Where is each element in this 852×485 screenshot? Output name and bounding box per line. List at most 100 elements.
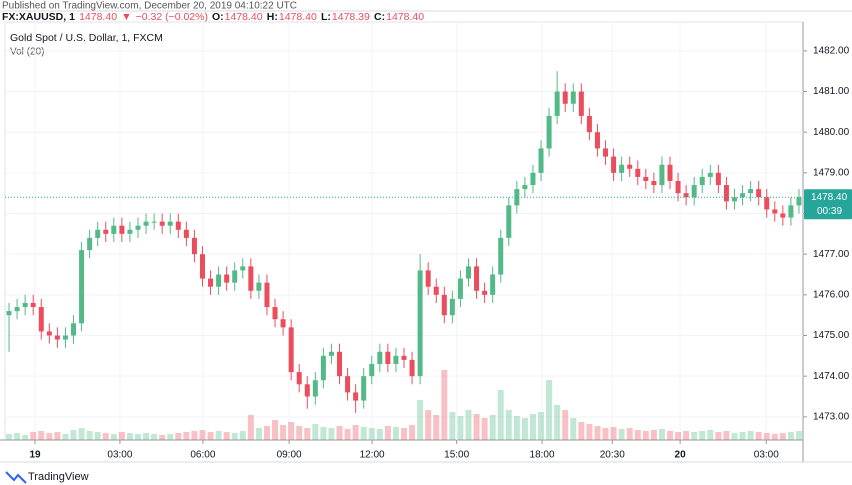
candle-body	[6, 311, 12, 316]
candle-body	[62, 335, 68, 340]
candle-body	[328, 351, 334, 356]
header-change: −0.32 (−0.02%)	[136, 11, 208, 23]
volume-bar	[207, 432, 214, 440]
candle-body	[691, 185, 697, 198]
x-tick-label: 03:00	[754, 450, 779, 461]
volume-bar	[747, 431, 754, 440]
volume-bar	[14, 433, 21, 440]
volume-bar	[513, 416, 520, 440]
candle-body	[788, 205, 794, 218]
x-tick-label: 20:30	[600, 450, 625, 461]
ohlc-label: C:	[374, 11, 385, 23]
candle-body	[465, 266, 471, 279]
candle-body	[393, 355, 399, 364]
candle-body	[199, 254, 205, 279]
volume-bar	[280, 425, 287, 440]
candle-body	[401, 355, 407, 360]
candle-body	[264, 282, 270, 308]
volume-bar	[175, 433, 182, 440]
volume-bar	[409, 425, 416, 440]
volume-bar	[78, 428, 85, 440]
candle-body	[482, 290, 488, 295]
candle-body	[385, 351, 391, 364]
candle-body	[530, 172, 536, 186]
volume-bar	[586, 424, 593, 440]
candle-body	[457, 278, 463, 299]
candle-body	[208, 278, 214, 287]
candle-body	[320, 355, 326, 381]
volume-bar	[215, 431, 222, 440]
candle-body	[506, 205, 512, 238]
volume-bar	[473, 414, 480, 440]
candle-body	[748, 189, 754, 194]
volume-bar	[143, 433, 150, 440]
volume-bar	[481, 418, 488, 440]
candle-body	[603, 148, 609, 157]
last-price-box	[804, 189, 852, 220]
volume-bar	[667, 431, 673, 440]
candle-body	[594, 132, 600, 149]
candle-body	[87, 237, 93, 251]
published-note: Published on TradingView.com, December 2…	[2, 1, 297, 12]
volume-bar	[344, 429, 351, 440]
volume-bar	[135, 434, 141, 440]
ohlc-value: 1478.40	[279, 11, 317, 23]
change-arrow: ▼	[121, 11, 131, 23]
candle-body	[780, 213, 786, 218]
logo-icon	[5, 471, 27, 484]
y-tick-label: 1474.00	[813, 371, 850, 382]
candle-body	[562, 91, 568, 104]
y-tick-label: 1473.00	[813, 411, 850, 422]
candle-body	[490, 274, 496, 295]
candle-body	[183, 229, 189, 238]
volume-bar	[54, 432, 61, 440]
volume-bar	[288, 422, 295, 440]
volume-bar	[22, 435, 29, 440]
x-tick-label: 15:00	[444, 450, 469, 461]
x-tick-label: 20	[675, 450, 687, 461]
volume-bar	[521, 418, 528, 440]
volume-label: Vol (20)	[10, 47, 44, 58]
countdown: 00:39	[817, 206, 842, 217]
candle-body	[723, 185, 729, 202]
candle-body	[296, 372, 302, 385]
candle-body	[143, 221, 149, 226]
volume-bar	[626, 428, 633, 440]
candle-body	[224, 274, 230, 283]
volume-bar	[272, 420, 279, 440]
candle-body	[409, 359, 415, 377]
candle-body	[675, 180, 681, 194]
volume-bar	[755, 432, 762, 440]
y-tick-label: 1475.00	[813, 330, 850, 341]
volume-bar	[118, 432, 125, 440]
volume-bar	[562, 410, 569, 440]
candle-body	[683, 193, 689, 198]
volume-bar	[151, 434, 158, 440]
candle-body	[796, 197, 802, 206]
volume-bar	[360, 427, 367, 440]
volume-bar	[449, 412, 456, 440]
candle-body	[514, 189, 520, 206]
volume-bar	[715, 432, 722, 440]
volume-bar	[433, 415, 440, 440]
volume-bar	[779, 433, 786, 440]
candle-body	[345, 376, 351, 393]
volume-bar	[602, 428, 609, 440]
candle-body	[54, 335, 60, 340]
candle-body	[538, 148, 544, 173]
candle-body	[248, 266, 254, 291]
volume-bar	[384, 426, 391, 440]
volume-bar	[392, 427, 399, 440]
volume-bar	[739, 432, 746, 440]
volume-bar	[247, 415, 254, 440]
volume-bar	[795, 431, 802, 440]
volume-bar	[159, 435, 166, 440]
candle-body	[417, 270, 423, 377]
ohlc-label: L:	[321, 11, 331, 23]
volume-bar	[368, 428, 375, 440]
volume-bar	[86, 431, 93, 440]
ohlc-value: 1478.39	[332, 11, 370, 23]
candle-body	[159, 221, 165, 226]
symbol: FX:XAUUSD, 1	[2, 11, 75, 23]
volume-bar	[255, 428, 262, 440]
